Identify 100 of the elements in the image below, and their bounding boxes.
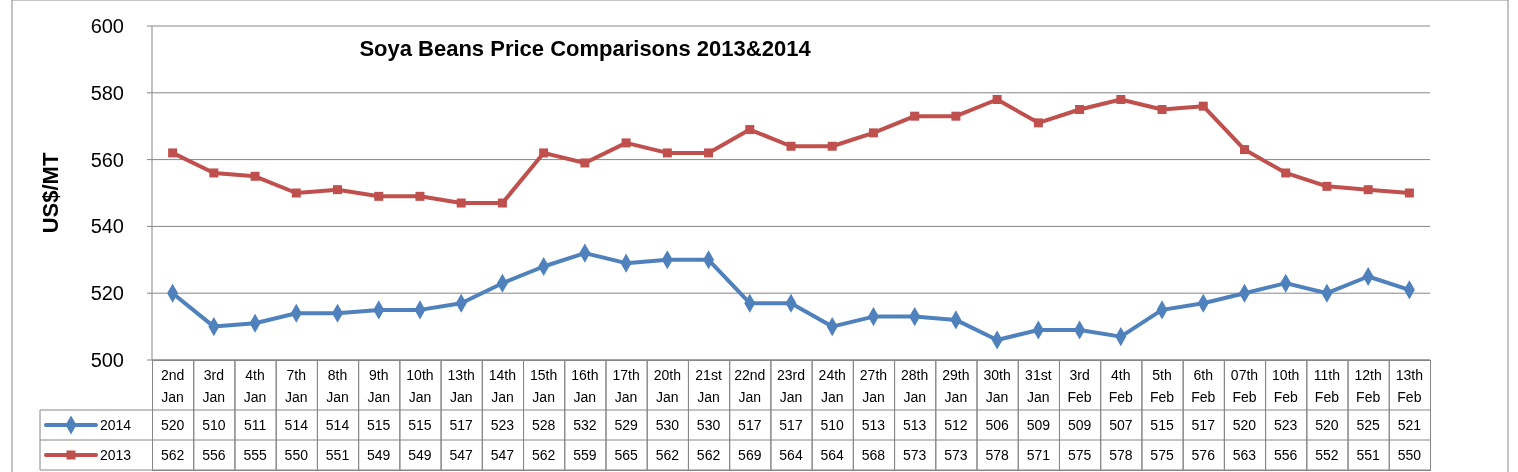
- data-label: 517: [779, 416, 803, 433]
- y-tick-label: 520: [90, 282, 124, 305]
- point: [1404, 188, 1414, 198]
- data-label: 551: [325, 446, 350, 463]
- data-label: 523: [490, 416, 515, 433]
- point: [580, 158, 590, 168]
- data-label: 528: [531, 416, 556, 433]
- x-tick-label: 07th Feb: [1230, 367, 1259, 405]
- x-tick-label: 12th Feb: [1354, 367, 1382, 405]
- data-label: 506: [985, 416, 1010, 433]
- x-tick-label: 17th Jan: [612, 367, 640, 405]
- point: [456, 198, 466, 208]
- data-label: 530: [696, 416, 721, 433]
- point: [951, 111, 961, 121]
- x-tick-label: 15th Jan: [530, 367, 558, 405]
- data-label: 568: [861, 446, 886, 463]
- data-label: 575: [1067, 446, 1092, 463]
- data-label: 517: [738, 416, 762, 433]
- data-label: 514: [284, 416, 309, 433]
- x-tick-label: 6th Feb: [1191, 367, 1216, 405]
- x-tick-label: 13th Jan: [447, 367, 475, 405]
- point: [704, 148, 714, 158]
- data-label: 517: [449, 416, 474, 433]
- data-label: 552: [1315, 446, 1339, 463]
- point: [250, 171, 260, 181]
- point: [1116, 94, 1126, 104]
- data-label: 515: [367, 416, 391, 433]
- data-label: 512: [944, 416, 968, 433]
- data-label: 559: [573, 446, 597, 463]
- data-label: 525: [1356, 416, 1381, 433]
- point: [621, 138, 631, 148]
- point: [786, 141, 796, 151]
- data-label: 551: [1356, 446, 1381, 463]
- point: [745, 125, 755, 135]
- point: [539, 148, 549, 158]
- data-label: 564: [820, 446, 845, 463]
- data-label: 550: [1397, 446, 1422, 463]
- x-tick-label: 10th Jan: [406, 367, 434, 405]
- legend-label: 2014: [100, 416, 132, 433]
- data-label: 569: [738, 446, 762, 463]
- data-label: 573: [944, 446, 968, 463]
- point: [497, 198, 507, 208]
- data-label: 575: [1150, 446, 1174, 463]
- y-tick-label: 560: [90, 148, 124, 171]
- data-label: 530: [655, 416, 680, 433]
- data-label: 562: [655, 446, 680, 463]
- data-label: 578: [985, 446, 1010, 463]
- data-label: 555: [243, 446, 267, 463]
- data-label: 573: [903, 446, 927, 463]
- x-tick-label: 14th Jan: [488, 367, 517, 405]
- point: [910, 111, 920, 121]
- x-tick-label: 16th Jan: [571, 367, 599, 405]
- data-label: 578: [1109, 446, 1133, 463]
- x-tick-label: 8th Jan: [326, 367, 349, 405]
- point: [1363, 185, 1373, 195]
- x-tick-label: 9th Jan: [367, 367, 391, 405]
- data-label: 507: [1109, 416, 1133, 433]
- data-label: 562: [696, 446, 721, 463]
- x-tick-label: 24th Jan: [818, 367, 846, 405]
- y-tick-label: 540: [90, 215, 124, 238]
- point: [291, 188, 301, 198]
- data-label: 520: [1315, 416, 1339, 433]
- data-label: 549: [408, 446, 432, 463]
- x-tick-label: 5th Feb: [1149, 367, 1175, 405]
- data-label: 511: [243, 416, 267, 433]
- data-label: 556: [1274, 446, 1298, 463]
- x-tick-label: 20th Jan: [653, 367, 681, 405]
- data-label: 515: [1150, 416, 1174, 433]
- y-tick-label: 600: [90, 15, 124, 37]
- point: [1322, 181, 1332, 191]
- data-label: 520: [160, 416, 185, 433]
- x-tick-label: 3rd Jan: [202, 367, 226, 405]
- data-label: 564: [779, 446, 803, 463]
- point: [662, 148, 672, 158]
- legend-label: 2013: [100, 446, 132, 463]
- data-label: 556: [202, 446, 226, 463]
- data-label: 576: [1191, 446, 1216, 463]
- point: [868, 128, 878, 138]
- x-tick-label: 4th Feb: [1108, 367, 1134, 405]
- point: [168, 148, 178, 158]
- point: [1239, 145, 1249, 155]
- x-tick-label: 30th Jan: [983, 367, 1011, 405]
- x-tick-label: 2nd Jan: [160, 367, 185, 405]
- data-label: 510: [820, 416, 845, 433]
- data-label: 549: [367, 446, 391, 463]
- x-tick-label: 3rd Feb: [1067, 367, 1092, 405]
- x-tick-label: 4th Jan: [243, 367, 267, 405]
- x-tick-label: 22nd Jan: [734, 367, 766, 405]
- data-label: 520: [1232, 416, 1257, 433]
- point: [1033, 118, 1043, 128]
- data-label: 509: [1067, 416, 1092, 433]
- data-label: 550: [284, 446, 309, 463]
- data-label: 571: [1026, 446, 1051, 463]
- data-label: 529: [614, 416, 638, 433]
- x-tick-label: 28th Jan: [901, 367, 929, 405]
- point: [1198, 101, 1208, 111]
- point: [1075, 105, 1085, 114]
- text: Soya Beans Price Comparisons 2013&2014: [359, 36, 812, 61]
- x-tick-label: 13th Feb: [1395, 367, 1424, 405]
- point: [827, 141, 837, 151]
